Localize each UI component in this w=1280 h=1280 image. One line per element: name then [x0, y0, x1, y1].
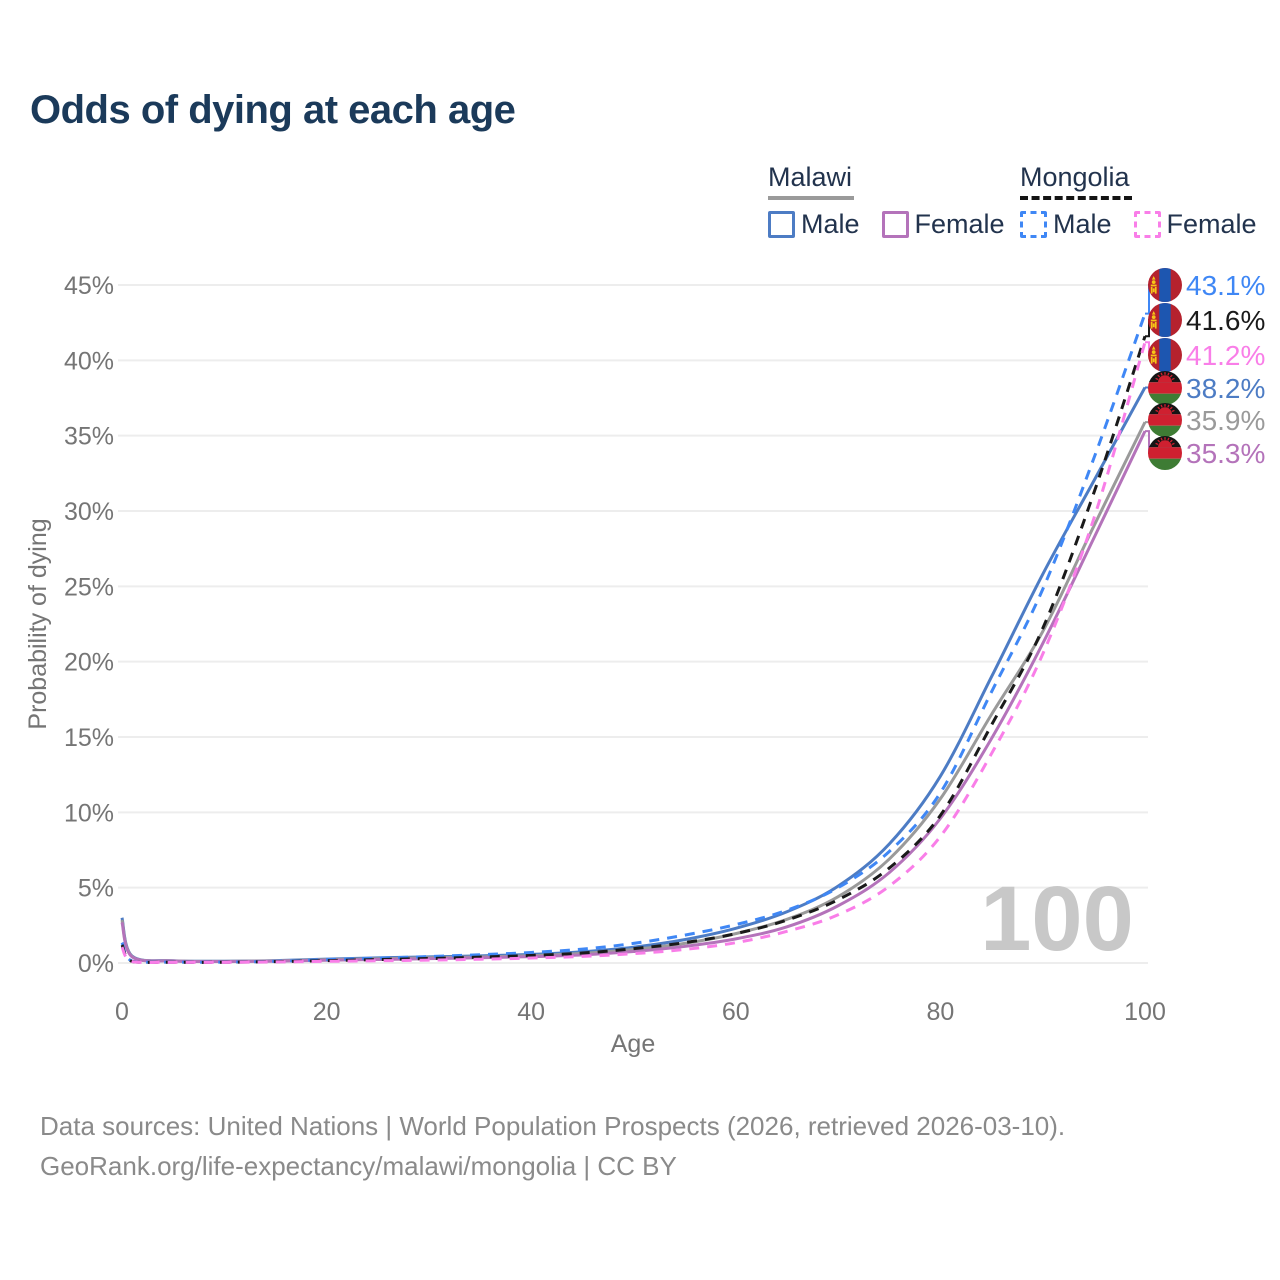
page-title: Odds of dying at each age — [30, 88, 516, 132]
legend-group-malawi: Malawi Male Female — [768, 162, 1005, 240]
data-sources-line: Data sources: United Nations | World Pop… — [40, 1111, 1066, 1141]
malawi-flag-icon — [1148, 436, 1182, 470]
x-tick-label: 20 — [313, 998, 341, 1026]
y-tick-label: 25% — [64, 573, 114, 601]
x-axis-title: Age — [611, 1030, 655, 1058]
legend-country-mongolia[interactable]: Mongolia — [1020, 162, 1132, 200]
malawi-male-line-swatch-icon — [768, 211, 795, 238]
y-axis-title: Probability of dying — [24, 518, 52, 729]
x-tick-label: 60 — [722, 998, 750, 1026]
x-tick-label: 0 — [115, 998, 129, 1026]
malawi-flag-icon — [1148, 371, 1182, 405]
malawi-female-line-swatch-icon — [881, 211, 909, 238]
legend-item-malawi-female[interactable]: Female — [881, 209, 1005, 240]
y-tick-label: 10% — [64, 799, 114, 827]
y-tick-label: 5% — [78, 875, 114, 903]
legend-item-label: Female — [914, 209, 1005, 239]
end-label-mongolia-both: 41.6% — [1186, 305, 1265, 336]
x-tick-label: 80 — [926, 998, 954, 1026]
y-tick-label: 0% — [78, 950, 114, 978]
mongolia-female-line-swatch-icon — [1133, 211, 1161, 238]
mortality-line-chart: Probability of dying Age 0% 5% 10% 15% 20% 25… — [24, 268, 1265, 1058]
malawi-flag-icon — [1148, 403, 1182, 437]
y-tick-label: 40% — [64, 347, 114, 375]
mongolia-flag-icon — [1148, 303, 1182, 337]
grid-and-ticks: 0% 5% 10% 15% 20% 25% 30% 35% 40% 45% 0 20 40 60 80 100 — [64, 272, 1166, 1026]
hover-age-watermark: 100 — [980, 868, 1134, 970]
y-tick-label: 30% — [64, 498, 114, 526]
legend-item-mongolia-female[interactable]: Female — [1133, 209, 1257, 240]
mongolia-flag-icon — [1148, 338, 1182, 372]
y-tick-label: 45% — [64, 272, 114, 300]
legend-item-malawi-male[interactable]: Male — [768, 209, 860, 240]
end-label-mongolia-female: 41.2% — [1186, 340, 1265, 371]
mongolia-male-line-swatch-icon — [1020, 211, 1047, 238]
mongolia-flag-icon — [1148, 268, 1182, 302]
series-line-mongolia-male[interactable] — [120, 313, 1147, 964]
legend-item-mongolia-male[interactable]: Male — [1020, 209, 1112, 240]
x-tick-label: 100 — [1124, 998, 1166, 1026]
x-tick-label: 40 — [517, 998, 545, 1026]
end-label-malawi-both: 35.9% — [1186, 405, 1265, 436]
legend-item-label: Male — [801, 209, 860, 239]
footer: Data sources: United Nations | World Pop… — [40, 1106, 1065, 1186]
end-label-malawi-male: 38.2% — [1186, 373, 1265, 404]
legend-item-label: Male — [1053, 209, 1112, 239]
y-tick-label: 15% — [64, 724, 114, 752]
y-tick-label: 20% — [64, 649, 114, 677]
end-label-malawi-female: 35.3% — [1186, 438, 1265, 469]
legend-item-label: Female — [1166, 209, 1257, 239]
y-tick-label: 35% — [64, 423, 114, 451]
legend-group-mongolia: Mongolia Male Female — [1020, 162, 1257, 240]
end-label-mongolia-male: 43.1% — [1186, 270, 1265, 301]
series-line-mongolia-both[interactable] — [120, 335, 1147, 964]
legend-country-malawi[interactable]: Malawi — [768, 162, 855, 200]
attribution-line: GeoRank.org/life-expectancy/malawi/mongo… — [40, 1151, 677, 1181]
